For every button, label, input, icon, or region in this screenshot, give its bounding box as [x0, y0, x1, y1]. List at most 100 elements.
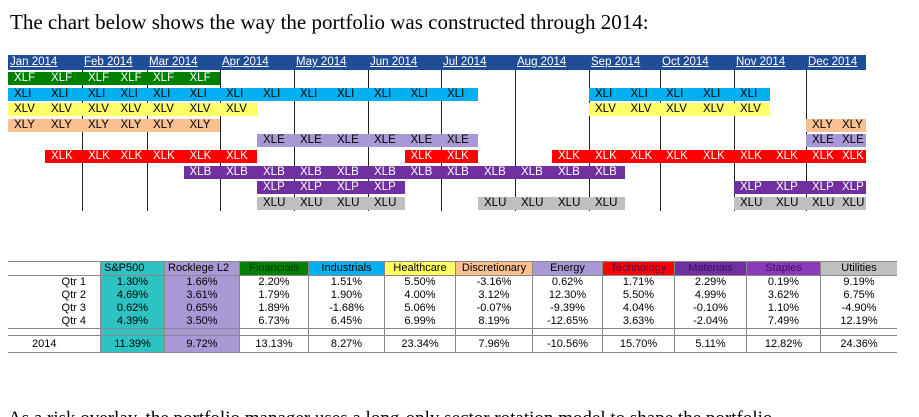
- holding-label-xly: XLY: [153, 118, 174, 131]
- month-header-mar-2014: Mar 2014: [149, 56, 198, 68]
- holding-label-xlu: XLU: [842, 196, 865, 209]
- holding-label-xlb: XLB: [447, 165, 469, 178]
- holding-label-xlv: XLV: [88, 103, 109, 116]
- month-divider: [515, 70, 516, 211]
- column-header-technology: Technology: [602, 261, 675, 276]
- holding-bar-xlu: [734, 196, 866, 210]
- return-value: 4.69%: [100, 289, 165, 302]
- return-value: 24.36%: [820, 335, 897, 353]
- holding-label-xlu: XLU: [776, 196, 799, 209]
- spacer-row: [8, 328, 897, 336]
- holding-label-xlv: XLV: [630, 103, 652, 116]
- holding-label-xlb: XLB: [484, 165, 506, 178]
- return-value: 1.66%: [164, 275, 240, 289]
- holding-label-xlu: XLU: [374, 196, 397, 209]
- return-value: 23.34%: [384, 335, 456, 353]
- holding-label-xlk: XLK: [740, 150, 762, 162]
- holding-bar-xlv: [8, 103, 257, 117]
- spacer-cell: [746, 328, 821, 336]
- return-value: 4.00%: [384, 289, 456, 302]
- holding-bar-xlp: [734, 181, 866, 195]
- return-value: 15.70%: [602, 335, 675, 353]
- holding-label-xli: XLI: [703, 87, 721, 100]
- column-header-rocklege-l2: Rocklege L2: [164, 261, 240, 276]
- holding-bar-xly: [8, 118, 220, 132]
- return-value: 1.89%: [239, 302, 309, 315]
- quarter-row: Qtr 4 4.39% 3.50% 6.73% 6.45% 6.99% 8.19% -12.6…: [8, 315, 897, 329]
- holding-label-xlk: XLK: [666, 150, 688, 162]
- holding-bar-xlv: [589, 103, 770, 117]
- return-value: -0.07%: [455, 302, 533, 315]
- holding-bar-xlu: [478, 196, 625, 210]
- holding-label-xlk: XLK: [776, 150, 798, 162]
- holding-label-xlk: XLK: [120, 150, 143, 162]
- return-value: 4.39%: [100, 315, 165, 329]
- holding-label-xle: XLE: [374, 134, 396, 147]
- holding-label-xlk: XLK: [558, 150, 580, 162]
- holding-label-xlk: XLK: [842, 150, 864, 162]
- holding-label-xlb: XLB: [521, 165, 543, 178]
- holding-label-xlu: XLU: [812, 196, 835, 209]
- holding-label-xlv: XLV: [189, 103, 211, 116]
- holding-label-xli: XLI: [740, 87, 758, 100]
- holding-label-xle: XLE: [300, 134, 322, 147]
- spacer-cell: [384, 328, 456, 336]
- holding-label-xlb: XLB: [558, 165, 580, 178]
- return-value: 12.82%: [746, 335, 821, 353]
- month-divider: [220, 70, 221, 211]
- holding-label-xli: XLI: [120, 87, 138, 100]
- spacer-cell: [602, 328, 675, 336]
- table-header-row: S&P500 Rocklege L2 Financials Industrials He…: [8, 261, 897, 276]
- returns-table: S&P500 Rocklege L2 Financials Industrials He…: [8, 261, 897, 353]
- holding-bar-xlp: [257, 181, 405, 195]
- spacer-cell: [532, 328, 603, 336]
- return-value: 5.06%: [384, 302, 456, 315]
- cutoff-text: As a risk overlay, the portfolio manager…: [8, 408, 788, 417]
- column-header-financials: Financials: [239, 261, 309, 276]
- month-divider: [734, 70, 735, 211]
- return-value: 6.75%: [843, 289, 875, 301]
- return-value: 7.49%: [746, 315, 821, 329]
- return-value: 3.50%: [164, 315, 240, 329]
- column-header-healthcare: Healthcare: [384, 261, 456, 276]
- return-value: 3.61%: [164, 289, 240, 302]
- return-value: 7.96%: [455, 335, 533, 353]
- return-value: 1.51%: [308, 275, 385, 289]
- month-header-may-2014: May 2014: [296, 56, 347, 68]
- holding-label-xle: XLE: [337, 134, 359, 147]
- month-divider: [147, 70, 148, 211]
- return-value: 2.20%: [239, 275, 309, 289]
- month-header-bar: Jan 2014 Feb 2014 Mar 2014 Apr 2014 May 2014…: [8, 55, 866, 70]
- holding-label-xlf: XLF: [189, 72, 211, 84]
- holding-label-xli: XLI: [189, 87, 207, 100]
- month-header-feb-2014: Feb 2014: [84, 56, 133, 68]
- holding-bar-xli: [8, 87, 478, 101]
- holding-label-xlk: XLK: [812, 150, 834, 162]
- holding-bar-xlu: [257, 196, 405, 210]
- holding-bar-xlf: [8, 72, 220, 85]
- holding-label-xle: XLE: [447, 134, 469, 147]
- holding-label-xly: XLY: [88, 118, 109, 131]
- holding-label-xlb: XLB: [189, 165, 212, 178]
- quarter-row: Qtr 3 0.62% 0.65% 1.89% -1.68% 5.06% -0.07% -9.…: [8, 302, 897, 315]
- holding-label-xlf: XLF: [88, 72, 110, 84]
- holding-bar-xle: [806, 134, 866, 148]
- holding-label-xlv: XLV: [666, 103, 687, 116]
- spacer-cell: [239, 328, 309, 336]
- holding-label-xli: XLI: [666, 87, 684, 100]
- return-value: -4.90%: [841, 302, 877, 314]
- holding-label-xlv: XLV: [51, 103, 72, 116]
- holding-label-xli: XLI: [410, 87, 428, 100]
- holding-bar-xle: [257, 134, 478, 148]
- return-value: 1.71%: [602, 275, 675, 289]
- return-value: -0.10%: [674, 302, 747, 315]
- return-value: 12.19%: [820, 315, 897, 329]
- holding-label-xli: XLI: [300, 87, 318, 100]
- holding-label-xlv: XLV: [14, 103, 35, 116]
- holding-label-xly: XLY: [842, 118, 863, 131]
- period-label: Qtr 1: [8, 275, 101, 289]
- return-value: 5.50%: [384, 275, 456, 289]
- period-label: Qtr 2: [8, 289, 101, 302]
- month-header-aug-2014: Aug 2014: [517, 56, 567, 68]
- return-value: 13.13%: [239, 335, 309, 353]
